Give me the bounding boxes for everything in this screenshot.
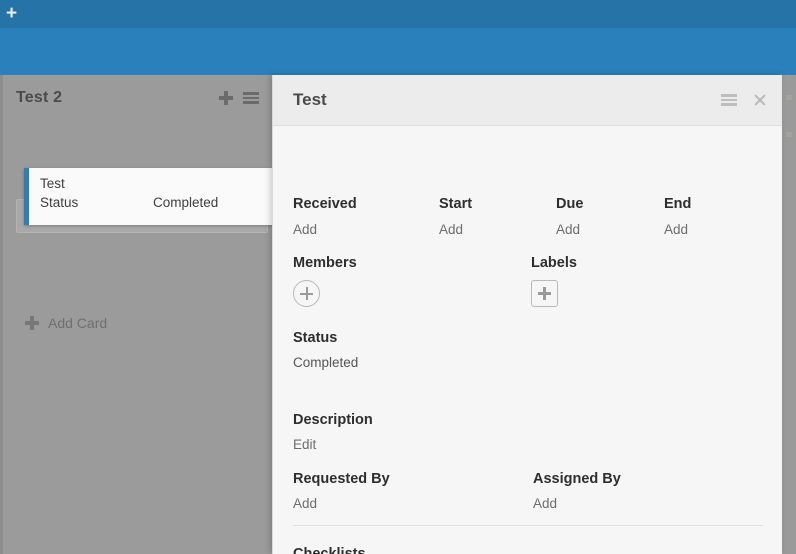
start-label: Start xyxy=(439,196,473,212)
status-value: Completed xyxy=(293,355,359,370)
end-label: End xyxy=(664,196,692,212)
status-label: Status xyxy=(293,330,338,346)
board-header-bar xyxy=(0,28,796,75)
hamburger-icon[interactable] xyxy=(721,94,737,106)
close-icon[interactable] xyxy=(753,93,767,107)
list-header-actions xyxy=(219,91,259,105)
due-label: Due xyxy=(556,196,584,212)
card-item-test[interactable]: Test Status Completed xyxy=(24,168,272,225)
card-detail-title: Test xyxy=(293,90,327,109)
card-meta-key: Status xyxy=(40,195,79,210)
add-board-icon[interactable]: + xyxy=(6,3,18,24)
top-toolbar: + xyxy=(0,0,796,28)
add-label-button[interactable] xyxy=(531,280,558,307)
description-label: Description xyxy=(293,412,373,428)
card-detail-actions xyxy=(721,93,767,107)
end-value[interactable]: Add xyxy=(664,222,689,237)
board-left-edge xyxy=(0,75,3,554)
add-card-label: Add Card xyxy=(48,315,108,331)
received-value[interactable]: Add xyxy=(293,222,318,237)
card-meta-value: Completed xyxy=(153,195,219,210)
due-value[interactable]: Add xyxy=(556,222,581,237)
ghost-card-2 xyxy=(786,132,792,137)
received-label: Received xyxy=(293,196,357,212)
requested-by-label: Requested By xyxy=(293,471,390,487)
add-member-button[interactable] xyxy=(293,280,320,307)
assigned-by-label: Assigned By xyxy=(533,471,621,487)
description-edit-link[interactable]: Edit xyxy=(293,437,317,452)
list-column-test-2: Test 2 Testing card Add Card xyxy=(3,75,268,554)
plus-icon[interactable] xyxy=(219,91,233,105)
labels-label: Labels xyxy=(531,255,577,271)
card-detail-body: Received Add Start Add Due Add End Add M… xyxy=(273,126,782,554)
members-label: Members xyxy=(293,255,357,271)
ghost-card-1 xyxy=(786,95,792,100)
assigned-by-value[interactable]: Add xyxy=(533,496,558,511)
list-column-next[interactable] xyxy=(782,75,796,554)
card-detail-header: Test xyxy=(273,75,782,126)
list-header: Test 2 xyxy=(3,75,268,121)
card-meta-row: Status Completed xyxy=(40,193,272,212)
add-card-button[interactable]: Add Card xyxy=(25,315,107,331)
list-title: Test 2 xyxy=(16,89,63,106)
card-title: Test xyxy=(40,176,65,191)
requested-by-value[interactable]: Add xyxy=(293,496,318,511)
plus-icon xyxy=(25,316,39,330)
start-value[interactable]: Add xyxy=(439,222,464,237)
divider-checklists-top xyxy=(293,525,763,526)
hamburger-icon[interactable] xyxy=(243,92,259,104)
checklists-label: Checklists xyxy=(293,546,366,554)
card-detail-panel: Test Received Add Start Add Due Add End … xyxy=(272,75,782,554)
